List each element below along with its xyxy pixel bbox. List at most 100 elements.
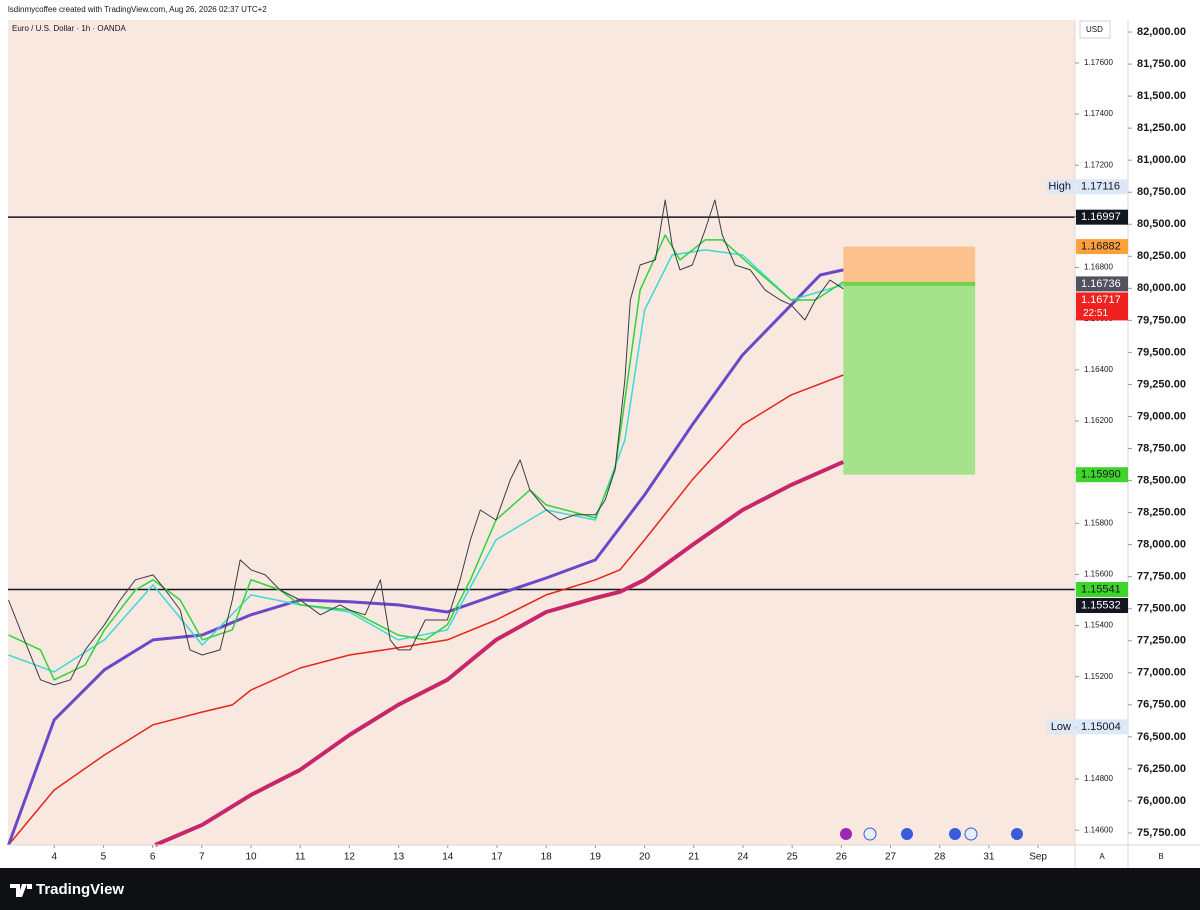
price-marker xyxy=(1076,179,1128,195)
marker-tag xyxy=(1047,719,1075,735)
marker-tag xyxy=(1047,179,1075,195)
y2-tick-label: 76,250.00 xyxy=(1137,763,1186,775)
target-zone xyxy=(843,283,976,475)
x-tick-label: 20 xyxy=(639,852,651,863)
y2-tick-label: 78,000.00 xyxy=(1137,539,1186,551)
price-marker xyxy=(1076,276,1128,292)
scale-mode[interactable]: B xyxy=(1158,852,1163,861)
x-tick-label: 28 xyxy=(934,852,946,863)
series-line xyxy=(8,199,844,686)
x-tick-label: 25 xyxy=(787,852,799,863)
event-icon[interactable] xyxy=(949,828,961,840)
y2-tick-label: 79,750.00 xyxy=(1137,314,1186,326)
series-line xyxy=(8,234,844,681)
price-marker xyxy=(1076,239,1128,255)
y-tick-label: 1.16800 xyxy=(1084,263,1113,272)
x-tick-label: 12 xyxy=(344,852,356,863)
x-tick-label: 17 xyxy=(491,852,503,863)
y2-tick-label: 82,000.00 xyxy=(1137,26,1186,38)
price-marker xyxy=(1076,467,1128,483)
brand: TradingView xyxy=(36,881,124,898)
x-tick-label: 13 xyxy=(393,852,405,863)
marker-tag-label: High xyxy=(1048,181,1071,193)
x-tick-label: Sep xyxy=(1029,852,1047,863)
y2-tick-label: 75,750.00 xyxy=(1137,827,1186,839)
event-icons[interactable] xyxy=(840,827,1023,841)
price-marker-label: 1.16997 xyxy=(1081,211,1121,223)
event-icon[interactable] xyxy=(1011,828,1023,840)
price-marker-label: 1.15541 xyxy=(1081,583,1121,595)
y2-tick-label: 80,000.00 xyxy=(1137,282,1186,294)
series-line xyxy=(154,460,845,847)
event-icon[interactable] xyxy=(863,827,877,841)
currency[interactable]: USD xyxy=(1086,25,1103,34)
y2-tick-label: 76,500.00 xyxy=(1137,731,1186,743)
x-tick-label: 5 xyxy=(101,852,107,863)
y2-tick-label: 77,750.00 xyxy=(1137,571,1186,583)
y2-tick-label: 77,500.00 xyxy=(1137,603,1186,615)
x-tick-label: 10 xyxy=(245,852,257,863)
event-icon[interactable] xyxy=(964,827,978,841)
x-tick-label: 31 xyxy=(983,852,995,863)
x-tick-label: 27 xyxy=(885,852,897,863)
y2-tick-label: 81,250.00 xyxy=(1137,122,1186,134)
series-line xyxy=(8,249,844,673)
y2-tick-label: 81,500.00 xyxy=(1137,90,1186,102)
y2-tick-label: 76,750.00 xyxy=(1137,699,1186,711)
y-tick-label: 1.15200 xyxy=(1084,672,1113,681)
price-marker-label: 1.17116 xyxy=(1081,181,1120,193)
y2-tick-label: 76,000.00 xyxy=(1137,795,1186,807)
series-line xyxy=(7,268,844,846)
x-tick-label: 19 xyxy=(590,852,602,863)
y-tick-label: 1.16400 xyxy=(1084,365,1113,374)
price-marker-label: 1.15990 xyxy=(1081,469,1121,481)
stop-zone xyxy=(843,246,976,284)
price-marker xyxy=(1076,292,1128,321)
y-tick-label: 1.14600 xyxy=(1084,825,1113,834)
y2-tick-label: 79,500.00 xyxy=(1137,346,1186,358)
symbol: Euro / U.S. Dollar · 1h · OANDA xyxy=(12,24,126,33)
y2-tick-label: 78,500.00 xyxy=(1137,474,1186,486)
price-marker-label: 1.15004 xyxy=(1081,721,1121,733)
x-tick-label: 7 xyxy=(199,852,205,863)
y-tick-label: 1.17200 xyxy=(1084,160,1113,169)
x-tick-label: 14 xyxy=(442,852,454,863)
x-tick-label: 11 xyxy=(295,852,306,863)
y-tick-label: 1.17600 xyxy=(1084,58,1113,67)
y2-tick-label: 77,250.00 xyxy=(1137,635,1186,647)
price-marker xyxy=(1076,582,1128,598)
y-tick-label: 1.17400 xyxy=(1084,109,1113,118)
scale-mode[interactable]: A xyxy=(1099,852,1105,861)
y2-tick-label: 81,000.00 xyxy=(1137,154,1186,166)
y-tick-label: 1.16200 xyxy=(1084,416,1113,425)
y2-tick-label: 81,750.00 xyxy=(1137,58,1186,70)
y-tick-label: 1.14800 xyxy=(1084,774,1113,783)
event-icon[interactable] xyxy=(840,828,852,840)
x-tick-label: 21 xyxy=(688,852,700,863)
price-marker-label: 1.16736 xyxy=(1081,278,1121,290)
price-marker-label: 1.16882 xyxy=(1081,240,1121,252)
y2-tick-label: 78,250.00 xyxy=(1137,506,1186,518)
y2-tick-label: 79,250.00 xyxy=(1137,378,1186,390)
x-tick-label: 26 xyxy=(836,852,848,863)
marker-tag-label: Low xyxy=(1051,721,1071,733)
x-tick-label: 24 xyxy=(737,852,749,863)
credit: lsdinmycoffee created with TradingView.c… xyxy=(8,5,267,14)
currency-box[interactable] xyxy=(1079,20,1111,39)
y2-tick-label: 80,250.00 xyxy=(1137,250,1186,262)
price-marker-label: 1.15532 xyxy=(1081,599,1121,611)
y-tick-label: 1.15400 xyxy=(1084,621,1113,630)
brand-logo xyxy=(10,884,32,897)
footer xyxy=(0,868,1200,910)
event-icon[interactable] xyxy=(901,828,913,840)
y2-tick-label: 80,500.00 xyxy=(1137,218,1186,230)
y2-tick-label: 79,000.00 xyxy=(1137,410,1186,422)
x-tick-label: 6 xyxy=(150,852,156,863)
y-tick-label: 1.15600 xyxy=(1084,570,1113,579)
series-line xyxy=(7,374,844,846)
price-marker-label: 1.16717 xyxy=(1081,294,1121,306)
y2-tick-label: 78,750.00 xyxy=(1137,442,1186,454)
y2-tick-label: 80,750.00 xyxy=(1137,186,1186,198)
